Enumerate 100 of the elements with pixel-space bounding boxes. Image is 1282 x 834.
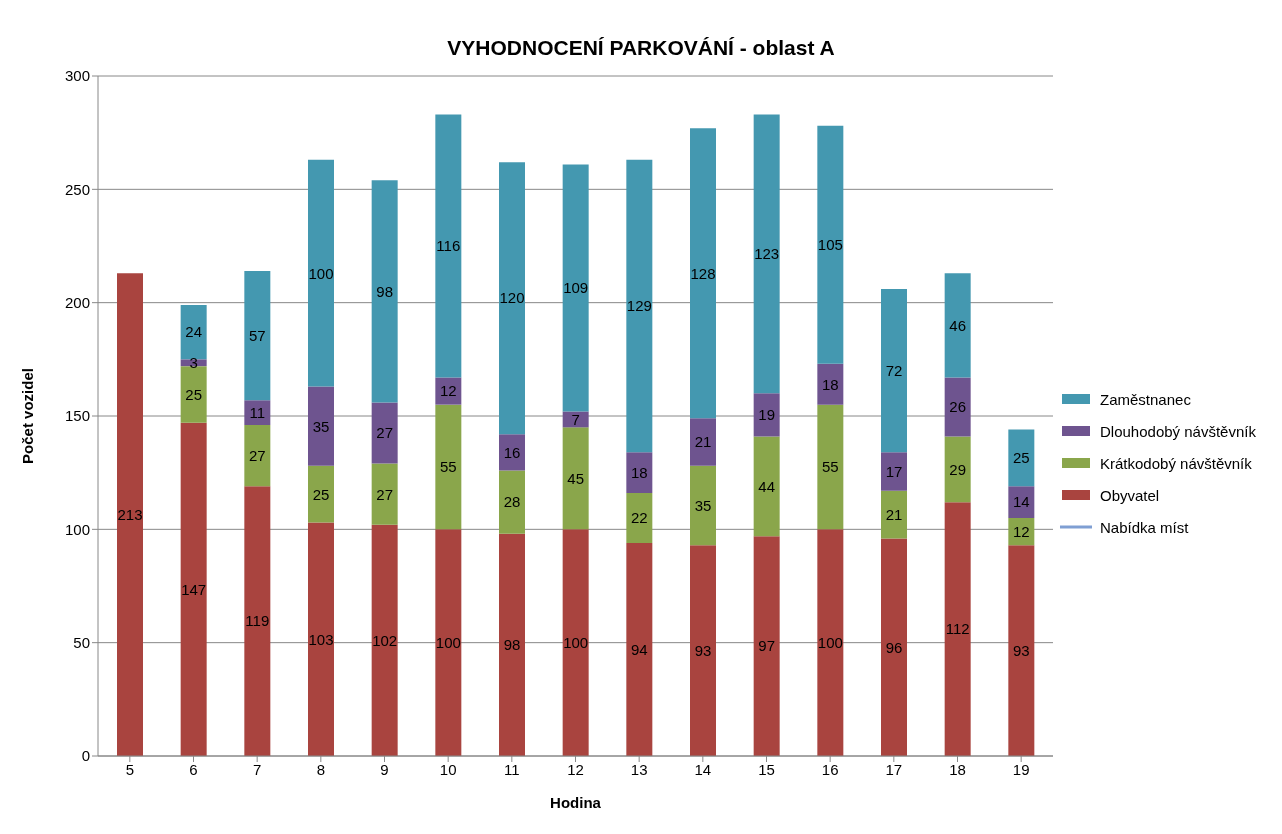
- data-label: 24: [185, 323, 203, 341]
- y-axis-title: Počet vozidel: [19, 368, 37, 464]
- bar: [308, 386, 334, 466]
- legend-label: Krátkodobý návštěvník: [1100, 454, 1252, 472]
- data-label: 12: [1012, 522, 1030, 540]
- data-label: 18: [821, 375, 839, 393]
- y-tick-label: 250: [64, 180, 90, 198]
- data-label: 44: [758, 477, 776, 495]
- bar: [371, 524, 398, 756]
- data-label: 93: [1012, 641, 1030, 659]
- bar: [308, 522, 334, 756]
- data-label: 19: [758, 406, 776, 424]
- bar: [117, 273, 143, 756]
- bar: [944, 436, 971, 503]
- bar: [817, 125, 844, 364]
- x-axis-title: Hodina: [550, 794, 602, 811]
- x-tick-label: 9: [380, 760, 389, 778]
- bar: [371, 180, 398, 403]
- data-label: 119: [245, 612, 270, 630]
- bar: [499, 434, 525, 471]
- bar: [499, 533, 525, 756]
- bar: [371, 463, 398, 525]
- bar: [308, 159, 334, 387]
- data-label: 57: [248, 326, 266, 344]
- data-label: 27: [376, 485, 394, 503]
- bar: [180, 304, 207, 360]
- data-label: 27: [376, 424, 394, 442]
- bar: [944, 377, 971, 437]
- data-label: 100: [435, 633, 461, 651]
- x-tick-label: 13: [630, 760, 648, 778]
- data-label: 26: [949, 398, 967, 416]
- data-label: 16: [503, 443, 521, 461]
- data-label: 98: [503, 636, 521, 654]
- legend-label: Obyvatel: [1100, 486, 1160, 504]
- data-label: 35: [312, 417, 330, 435]
- data-label: 25: [1012, 449, 1030, 467]
- data-label: 11: [249, 403, 266, 421]
- y-tick-label: 100: [64, 520, 90, 538]
- bar: [690, 128, 716, 419]
- bar: [180, 422, 207, 756]
- bar: [753, 393, 780, 437]
- bar: [817, 404, 844, 530]
- x-tick-label: 5: [125, 760, 135, 778]
- x-tick-label: 18: [949, 760, 966, 778]
- data-label: 116: [436, 237, 461, 255]
- data-label: 100: [308, 264, 334, 282]
- data-label: 100: [817, 633, 843, 651]
- data-label: 35: [694, 496, 712, 514]
- data-label: 21: [694, 433, 712, 451]
- bar: [881, 490, 907, 539]
- bar: [626, 159, 653, 453]
- bar: [881, 538, 907, 756]
- data-label: 93: [694, 641, 712, 659]
- bar: [626, 542, 653, 756]
- bar: [881, 289, 907, 453]
- bar: [244, 270, 271, 401]
- bar: [244, 425, 271, 487]
- data-label: 45: [567, 469, 585, 487]
- bar: [308, 465, 334, 523]
- data-label: 46: [949, 316, 967, 334]
- bar: [180, 366, 207, 423]
- x-tick-label: 8: [316, 760, 326, 778]
- bar: [690, 545, 716, 756]
- legend-label: Dlouhodobý návštěvník: [1100, 422, 1256, 440]
- bar: [244, 486, 271, 756]
- bar: [562, 529, 589, 756]
- bar: [817, 529, 844, 756]
- bar: [1008, 545, 1035, 756]
- data-label: 97: [758, 637, 776, 655]
- bar: [626, 452, 653, 494]
- data-label: 27: [248, 446, 266, 464]
- data-label: 55: [821, 458, 839, 476]
- data-label: 17: [885, 462, 903, 480]
- x-tick-label: 15: [758, 760, 775, 778]
- data-label: 100: [563, 633, 589, 651]
- y-tick-label: 200: [64, 293, 90, 311]
- data-label: 120: [499, 289, 525, 307]
- data-label: 72: [885, 361, 903, 379]
- data-label: 102: [372, 631, 398, 649]
- y-tick-label: 0: [81, 747, 90, 765]
- chart-title: VYHODNOCENÍ PARKOVÁNÍ - oblast A: [446, 36, 836, 60]
- bar: [881, 452, 907, 491]
- data-label: 129: [626, 297, 652, 315]
- data-label: 96: [885, 638, 903, 656]
- y-tick-label: 50: [73, 633, 90, 651]
- data-label: 28: [503, 493, 521, 511]
- bar: [499, 470, 525, 534]
- bar: [562, 411, 589, 428]
- x-tick-label: 11: [504, 760, 520, 778]
- data-label: 109: [563, 279, 589, 297]
- bar: [435, 529, 462, 756]
- x-tick-label: 17: [885, 760, 903, 778]
- data-label: 98: [376, 282, 394, 300]
- data-label: 105: [817, 236, 843, 254]
- x-tick-label: 10: [439, 760, 457, 778]
- bar: [244, 400, 271, 426]
- data-label: 14: [1012, 493, 1030, 511]
- x-tick-label: 16: [821, 760, 839, 778]
- data-label: 213: [117, 505, 143, 523]
- bar: [626, 493, 653, 543]
